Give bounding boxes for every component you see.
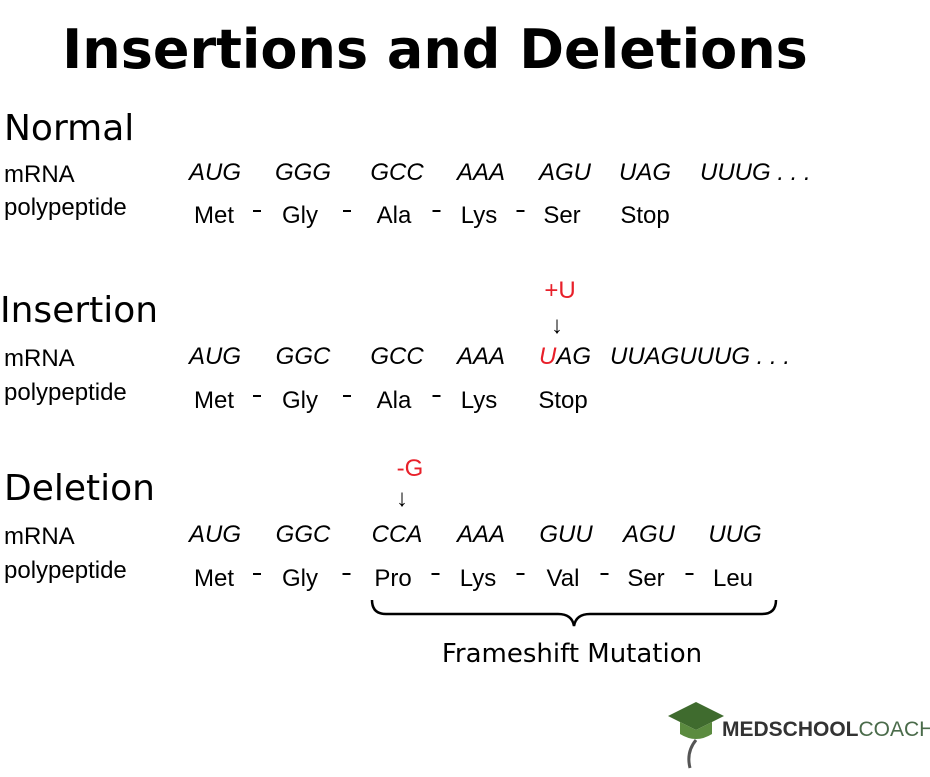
amino-acid: Leu (713, 565, 753, 592)
amino-acid: Met (194, 565, 234, 592)
amino-acid: Gly (282, 202, 318, 229)
mutation-label: -G (397, 455, 424, 482)
amino-acid: Val (547, 565, 580, 592)
title: Insertions and Deletions (62, 18, 808, 81)
polypeptide-label: polypeptide (4, 379, 127, 406)
codon: UAG (539, 343, 591, 370)
amino-acid: Gly (282, 565, 318, 592)
codon: GUU (539, 521, 593, 548)
codon: AAA (455, 343, 505, 370)
amino-acid: Ser (543, 202, 580, 229)
logo-tassel (687, 739, 698, 769)
codon: AGU (621, 521, 676, 548)
amino-acid: Stop (620, 202, 669, 229)
section-heading: Normal (4, 108, 134, 149)
codon: GCC (370, 159, 424, 186)
logo-light: COACH (859, 718, 930, 741)
codon: AUG (187, 343, 241, 370)
codon: GCC (370, 343, 424, 370)
codon: AAA (455, 159, 505, 186)
logo: MEDSCHOOLCOACH (668, 702, 930, 769)
mrna-label: mRNA (4, 523, 75, 550)
codon: CCA (372, 521, 423, 548)
codon: GGG (275, 159, 331, 186)
amino-acid: Lys (461, 202, 497, 229)
mutation-arrow: ↓ (551, 312, 563, 339)
mutation-arrow: ↓ (396, 485, 408, 512)
mrna-label: mRNA (4, 345, 75, 372)
amino-acid: Lys (461, 387, 497, 414)
amino-acid: Gly (282, 387, 318, 414)
amino-acid: Met (194, 202, 234, 229)
logo-cap (668, 702, 724, 730)
mutation-label: +U (544, 277, 575, 304)
polypeptide-label: polypeptide (4, 194, 127, 221)
amino-acid: Lys (460, 565, 496, 592)
amino-acid: Met (194, 387, 234, 414)
codon: GGC (276, 343, 331, 370)
codon: AGU (537, 159, 592, 186)
logo-bold: MEDSCHOOL (722, 718, 859, 741)
codon: GGC (276, 521, 331, 548)
codon: AUG (187, 159, 241, 186)
amino-acid: Pro (374, 565, 411, 592)
amino-acid: Stop (538, 387, 587, 414)
codon: AUG (187, 521, 241, 548)
bracket (370, 599, 778, 627)
section-heading: Insertion (0, 290, 158, 331)
logo-text: MEDSCHOOLCOACH (722, 718, 930, 741)
codon: UUAGUUUG . . . (610, 343, 790, 370)
codon: AAA (455, 521, 505, 548)
amino-acid: Ala (377, 387, 412, 414)
mrna-label: mRNA (4, 161, 75, 188)
codon-part: AG (554, 343, 591, 370)
codon: UAG (619, 159, 671, 186)
inserted-base: U (539, 343, 557, 370)
amino-acid: Ala (377, 202, 412, 229)
polypeptide-label: polypeptide (4, 557, 127, 584)
logo-cap-base (680, 722, 712, 739)
codon: UUG (708, 521, 761, 548)
section-heading: Deletion (4, 468, 155, 509)
codon: UUUG . . . (700, 159, 811, 186)
amino-acid: Ser (627, 565, 664, 592)
bracket-caption: Frameshift Mutation (442, 639, 702, 669)
